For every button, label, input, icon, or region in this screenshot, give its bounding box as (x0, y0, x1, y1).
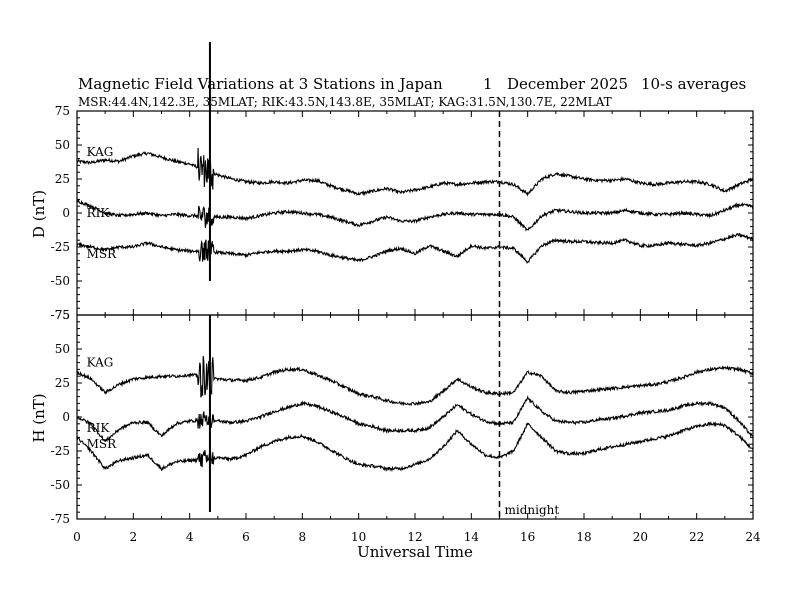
y-tick-label: -75 (51, 308, 70, 322)
h-panel-ylabel: H (nT) (30, 393, 48, 442)
y-tick-label: 50 (55, 138, 70, 152)
d-kag-line (76, 147, 754, 197)
y-tick-label: 25 (55, 172, 70, 186)
midnight-label: midnight (505, 503, 560, 517)
x-tick-label: 16 (520, 530, 535, 544)
x-axis-label: Universal Time (357, 543, 473, 561)
x-tick-label: 10 (351, 530, 366, 544)
y-tick-label: 0 (62, 410, 70, 424)
h-msr-label: MSR (87, 437, 118, 451)
h-rik-label: RIK (87, 421, 111, 435)
h-rik-line (76, 395, 754, 443)
series-labels: KAG RIK MSR KAG RIK MSR (87, 145, 118, 451)
h-panel-frame (76, 314, 754, 520)
chart-title-day: 1 (483, 75, 493, 93)
x-tick-label: 0 (73, 530, 81, 544)
x-tick-label: 8 (299, 530, 307, 544)
h-msr-line (76, 421, 754, 473)
y-tick-label: 75 (55, 308, 70, 322)
x-tick-label: 18 (576, 530, 591, 544)
y-tick-label: -50 (51, 478, 70, 492)
x-tick-label: 12 (407, 530, 422, 544)
x-tick-label: 14 (464, 530, 480, 544)
d-rik-line (77, 199, 754, 232)
d-rik-label: RIK (87, 206, 111, 220)
chart-subtitle: MSR:44.4N,142.3E, 35MLAT; RIK:43.5N,143.… (78, 95, 612, 109)
x-tick-label: 24 (745, 530, 761, 544)
y-tick-label: 50 (55, 342, 70, 356)
chart-title: Magnetic Field Variations at 3 Stations … (78, 75, 443, 93)
y-tick-label: -75 (51, 512, 70, 526)
chart-title-averaging: 10-s averages (641, 75, 746, 93)
chart-title-date: December 2025 (507, 75, 628, 93)
y-tick-label: 0 (62, 206, 70, 220)
y-tick-label: 75 (55, 104, 70, 118)
x-tick-label: 20 (633, 530, 648, 544)
x-tick-label: 22 (689, 530, 704, 544)
x-tick-label: 6 (242, 530, 250, 544)
x-tick-label: 2 (130, 530, 138, 544)
d-kag-label: KAG (87, 145, 114, 159)
y-tick-label: -25 (51, 444, 70, 458)
y-tick-label: 25 (55, 376, 70, 390)
h-kag-line (76, 356, 754, 407)
y-tick-label: -50 (51, 274, 70, 288)
d-msr-label: MSR (87, 247, 118, 261)
d-msr-line (76, 232, 754, 264)
y-tick-label: -25 (51, 240, 70, 254)
d-panel-ylabel: D (nT) (30, 190, 48, 238)
series-lines (76, 42, 754, 512)
x-tick-label: 4 (186, 530, 194, 544)
h-kag-label: KAG (87, 356, 114, 370)
